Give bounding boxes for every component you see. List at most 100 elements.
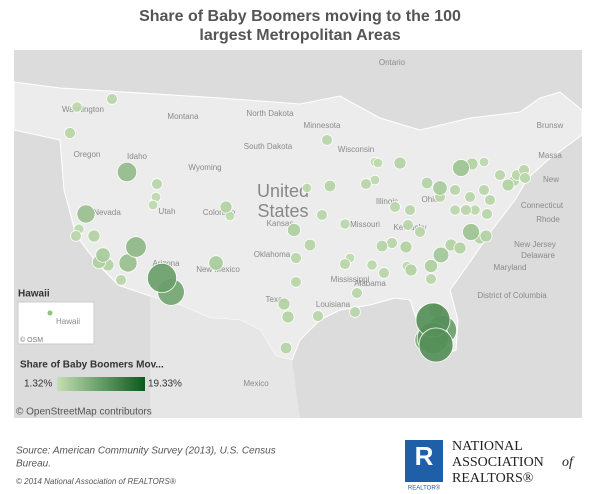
place-label: Kansas bbox=[267, 219, 294, 228]
legend-gradient bbox=[57, 377, 145, 391]
place-label: Alabama bbox=[354, 279, 386, 288]
place-label: Rhode bbox=[536, 215, 560, 224]
metro-bubble bbox=[449, 184, 461, 196]
place-label: Texas bbox=[266, 295, 287, 304]
copyright: © 2014 National Association of REALTORS® bbox=[16, 477, 176, 486]
metro-bubble bbox=[420, 176, 434, 190]
metro-bubble bbox=[312, 310, 324, 322]
place-label: Idaho bbox=[127, 152, 148, 161]
metro-bubble bbox=[452, 159, 470, 177]
metro-bubble bbox=[481, 208, 493, 220]
metro-bubble bbox=[378, 267, 390, 279]
metro-bubble bbox=[360, 178, 372, 190]
place-label: Oregon bbox=[74, 150, 101, 159]
metro-bubble bbox=[281, 310, 295, 324]
metro-bubble bbox=[115, 274, 127, 286]
metro-bubble bbox=[484, 194, 496, 206]
place-label: District of Columbia bbox=[477, 291, 547, 300]
place-label: South Dakota bbox=[244, 142, 293, 151]
place-label: Colorado bbox=[203, 208, 236, 217]
metro-bubble bbox=[71, 101, 83, 113]
place-label: Ohio bbox=[422, 195, 439, 204]
metro-bubble bbox=[219, 200, 233, 214]
source-line: Bureau. bbox=[16, 459, 51, 470]
logo-badge bbox=[405, 440, 443, 482]
metro-bubble bbox=[479, 229, 493, 243]
metro-bubble bbox=[286, 222, 302, 238]
metro-bubble bbox=[116, 161, 138, 183]
metro-bubble bbox=[399, 240, 413, 254]
place-label: Connecticut bbox=[521, 201, 564, 210]
inset-marker bbox=[47, 310, 53, 316]
metro-bubble bbox=[414, 226, 426, 238]
metro-bubble bbox=[393, 156, 407, 170]
logo-text: of bbox=[562, 455, 575, 470]
metro-bubble bbox=[478, 184, 490, 196]
metro-bubble bbox=[339, 218, 351, 230]
metro-bubble bbox=[303, 238, 317, 252]
metro-bubble bbox=[64, 127, 76, 139]
metro-bubble bbox=[402, 219, 414, 231]
country-label: United bbox=[257, 181, 309, 201]
source-line: Source: American Community Survey (2013)… bbox=[16, 446, 276, 457]
metro-bubble bbox=[501, 178, 515, 192]
place-label: Arizona bbox=[152, 259, 180, 268]
metro-bubble bbox=[351, 287, 363, 299]
metro-bubble bbox=[321, 134, 333, 146]
place-label: Massa bbox=[538, 151, 562, 160]
place-label: Missouri bbox=[350, 220, 380, 229]
title-line: Share of Baby Boomers moving to the 100 bbox=[139, 8, 461, 25]
legend-title: Share of Baby Boomers Mov... bbox=[20, 360, 164, 371]
place-label: Washington bbox=[62, 105, 104, 114]
place-label: Ontario bbox=[379, 58, 406, 67]
place-label: Oklahoma bbox=[254, 250, 291, 259]
metro-bubble bbox=[423, 258, 439, 274]
metro-bubble bbox=[460, 204, 472, 216]
place-label: Mexico bbox=[243, 379, 269, 388]
metro-bubble bbox=[418, 327, 454, 363]
logo-text: ASSOCIATION bbox=[452, 455, 544, 470]
metro-bubble bbox=[462, 223, 480, 241]
legend-max: 19.33% bbox=[148, 379, 182, 390]
inset-title: Hawaii bbox=[18, 289, 50, 300]
metro-bubble bbox=[425, 273, 437, 285]
metro-bubble bbox=[323, 179, 337, 193]
metro-bubble bbox=[464, 191, 476, 203]
metro-bubble bbox=[151, 178, 163, 190]
metro-bubble bbox=[404, 204, 416, 216]
title-line: largest Metropolitan Areas bbox=[199, 27, 400, 44]
metro-bubble bbox=[389, 201, 401, 213]
logo-text: NATIONAL bbox=[452, 439, 523, 454]
metro-bubble bbox=[339, 258, 351, 270]
place-label: Mississippi bbox=[331, 275, 370, 284]
metro-bubble bbox=[432, 246, 450, 264]
metro-bubble bbox=[494, 169, 506, 181]
metro-bubble bbox=[106, 93, 118, 105]
mexico-land bbox=[150, 296, 300, 418]
place-label: Brunsw bbox=[537, 121, 564, 130]
metro-bubble bbox=[125, 236, 147, 258]
place-label: Montana bbox=[167, 112, 199, 121]
place-label: Utah bbox=[159, 207, 176, 216]
metro-bubble bbox=[432, 180, 448, 196]
place-label: Illinois bbox=[376, 197, 398, 206]
place-label: New bbox=[543, 175, 559, 184]
osm-mark: © OSM bbox=[20, 336, 43, 344]
metro-bubble bbox=[301, 182, 313, 194]
metro-bubble bbox=[349, 306, 361, 318]
place-label: Wyoming bbox=[188, 163, 221, 172]
metro-bubble bbox=[279, 341, 293, 355]
metro-bubble bbox=[146, 262, 178, 294]
place-label: Maryland bbox=[494, 263, 527, 272]
place-label: Nevada bbox=[93, 208, 121, 217]
inset-frame bbox=[17, 301, 95, 345]
metro-bubble bbox=[453, 241, 467, 255]
place-label: Wisconsin bbox=[338, 145, 374, 154]
place-label: Delaware bbox=[521, 251, 555, 260]
legend-min: 1.32% bbox=[24, 379, 52, 390]
metro-bubble bbox=[478, 156, 490, 168]
metro-bubble bbox=[87, 229, 101, 243]
metro-bubble bbox=[76, 204, 96, 224]
metro-bubble bbox=[290, 276, 302, 288]
